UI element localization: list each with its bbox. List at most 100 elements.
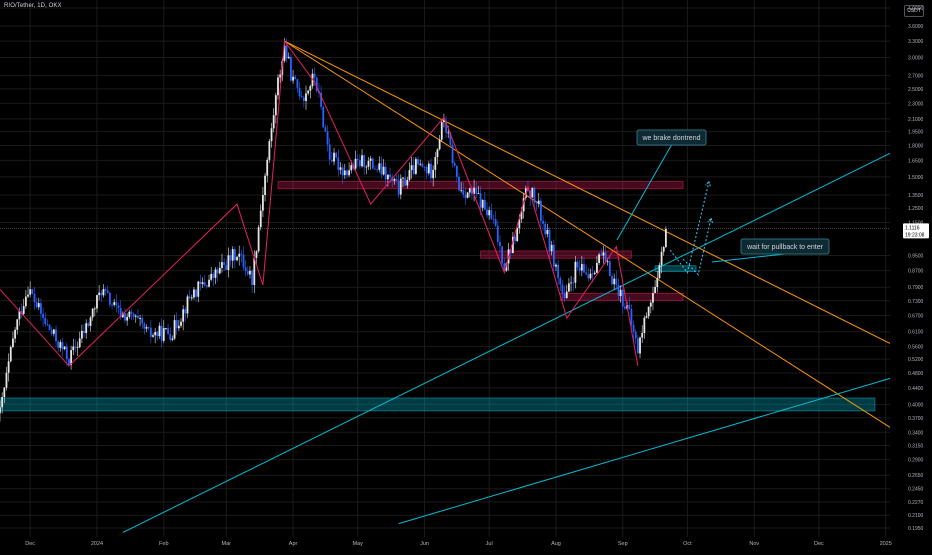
- candle-body: [445, 120, 447, 133]
- candle-body: [649, 302, 652, 307]
- candle-body: [33, 293, 36, 303]
- candle-body: [203, 282, 206, 286]
- candle-body: [80, 330, 83, 339]
- candle-body: [503, 263, 506, 271]
- projection-arrowhead: [707, 217, 714, 224]
- candle-body: [550, 244, 553, 252]
- y-tick-label: 0.3150: [908, 443, 924, 449]
- candles-layer: [0, 38, 667, 422]
- candle-body: [563, 293, 566, 298]
- candle-body: [443, 120, 445, 123]
- y-tick-label: 0.7300: [908, 299, 924, 305]
- candle-body: [16, 319, 19, 330]
- candle-body: [511, 236, 514, 254]
- candle-body: [518, 219, 521, 228]
- y-tick-label: 0.5200: [908, 357, 924, 363]
- candle-body: [31, 289, 34, 294]
- candle-body: [423, 166, 426, 168]
- candle-body: [621, 289, 624, 307]
- candle-body: [227, 255, 230, 271]
- candle-body: [611, 276, 613, 285]
- candle-body: [520, 211, 523, 220]
- y-tick-label: 0.8700: [908, 269, 924, 275]
- y-tick-label: 0.2900: [908, 458, 924, 464]
- y-tick-label: 3.0000: [908, 56, 924, 62]
- y-tick-label: 0.2650: [908, 473, 924, 479]
- candle-body: [632, 324, 635, 332]
- candle-body: [117, 305, 120, 309]
- candle-body: [195, 289, 198, 297]
- uptrend-line: [398, 377, 891, 525]
- candle-body: [346, 170, 348, 176]
- candle-body: [29, 289, 32, 295]
- candle-body: [415, 159, 417, 174]
- candle-body: [399, 178, 402, 195]
- candle-body: [5, 372, 8, 388]
- candle-body: [548, 230, 551, 252]
- projection-arrowhead: [705, 180, 711, 187]
- candle-body: [619, 289, 622, 297]
- zigzag-line: [0, 39, 639, 367]
- candle-body: [561, 284, 564, 294]
- candle-body: [48, 324, 51, 331]
- candle-body: [363, 155, 366, 168]
- candle-body: [522, 198, 525, 212]
- candle-body: [98, 292, 101, 296]
- candle-body: [87, 323, 90, 326]
- candle-body: [113, 302, 116, 305]
- candle-body: [236, 256, 238, 261]
- candle-body: [568, 283, 570, 292]
- candle-body: [292, 76, 294, 81]
- candle-body: [455, 165, 458, 177]
- candle-body: [473, 187, 475, 194]
- candle-body: [361, 155, 363, 167]
- candle-body: [576, 261, 579, 268]
- x-tick-label: Oct: [683, 541, 692, 547]
- candle-body: [283, 45, 286, 61]
- candle-body: [22, 306, 25, 315]
- x-tick-label: 2025: [880, 541, 892, 547]
- candle-body: [205, 285, 208, 287]
- y-tick-label: 2.1000: [908, 117, 924, 123]
- candle-body: [294, 76, 297, 80]
- y-tick-label: 0.1950: [908, 526, 924, 532]
- candle-body: [374, 168, 376, 170]
- candle-body: [462, 190, 465, 195]
- candle-body: [12, 338, 14, 347]
- candle-body: [402, 177, 404, 179]
- y-tick-label: 0.2450: [908, 487, 924, 493]
- candle-body: [664, 229, 667, 248]
- x-tick-label: Dec: [814, 541, 824, 547]
- candle-body: [384, 166, 387, 180]
- y-tick-label: 0.2270: [908, 500, 924, 506]
- candle-body: [358, 160, 361, 167]
- candle-body: [432, 169, 435, 179]
- candle-body: [285, 45, 288, 59]
- candle-body: [430, 163, 432, 179]
- candle-body: [466, 192, 469, 198]
- candle-body: [162, 328, 165, 341]
- y-tick-label: 2.5000: [908, 87, 924, 93]
- x-tick-label: Apr: [289, 541, 298, 547]
- y-tick-label: 0.4000: [908, 402, 924, 408]
- candle-body: [300, 96, 303, 98]
- candle-body: [412, 165, 415, 174]
- candle-body: [645, 316, 648, 318]
- candle-body: [335, 152, 338, 158]
- candle-body: [156, 332, 159, 337]
- candle-body: [565, 291, 568, 298]
- projection-layer: [669, 180, 714, 276]
- axis-layer[interactable]: 4.0000 3.6000 3.3000 3.0000 2.7000 2.5000 2.30…: [25, 6, 929, 547]
- candle-body: [72, 346, 75, 351]
- candle-body: [380, 163, 383, 175]
- candle-body: [251, 270, 254, 285]
- candle-body: [481, 199, 484, 208]
- candle-body: [371, 158, 374, 169]
- candle-body: [214, 269, 217, 278]
- currency-selector[interactable]: USDT: [904, 5, 924, 17]
- candle-body: [404, 177, 407, 186]
- candle-body: [238, 253, 241, 257]
- x-tick-label: 2024: [91, 541, 103, 547]
